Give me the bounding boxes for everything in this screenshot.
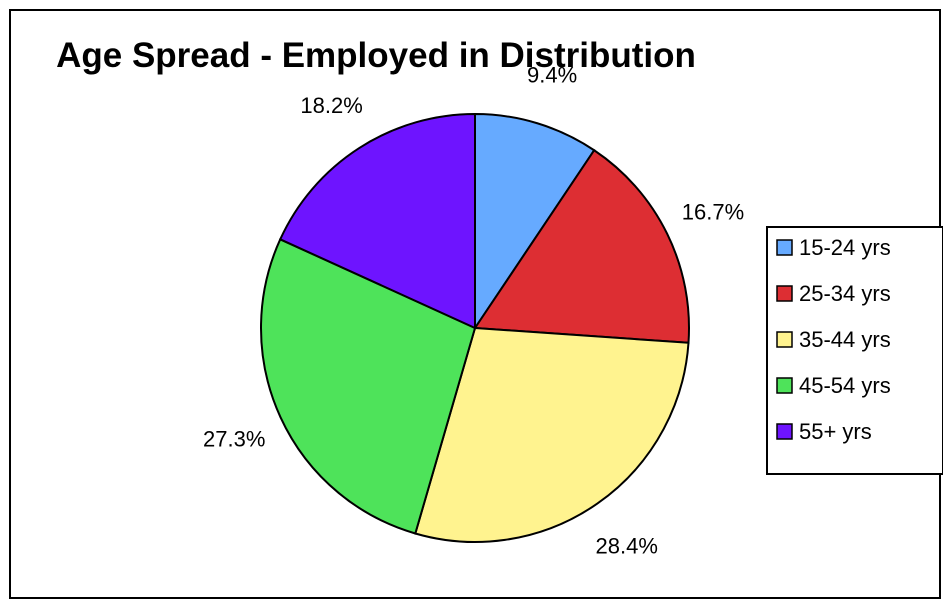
- legend-swatch: [776, 377, 793, 394]
- legend-label: 25-34 yrs: [799, 281, 891, 306]
- pie-slice-15-24-yrs: [474, 112, 596, 332]
- pie-percent-label: 28.4%: [596, 533, 658, 558]
- legend: 15-24 yrs 25-34 yrs 35-44 yrs 45-54 yrs 55+ …: [766, 226, 943, 475]
- chart-title: Age Spread - Employed in Distribution: [56, 36, 696, 75]
- pie-percent-labels: 9.4% 16.7% 28.4% 27.3% 18.2%: [203, 63, 744, 559]
- legend-swatch: [776, 331, 793, 348]
- pie-slice-45-54-yrs: [260, 237, 477, 535]
- legend-swatch: [776, 423, 793, 440]
- pie-slice-25-34-yrs: [473, 148, 690, 344]
- legend-label: 35-44 yrs: [799, 327, 891, 352]
- pie-slice-35-44-yrs: [414, 326, 690, 543]
- legend-swatch: [776, 239, 793, 256]
- legend-box: [766, 226, 943, 475]
- chart-area: Age Spread - Employed in Distribution 9.…: [9, 9, 943, 599]
- pie-percent-label: 27.3%: [203, 427, 265, 452]
- legend-label: 45-54 yrs: [799, 373, 891, 398]
- pie-slices: [260, 112, 690, 543]
- legend-label: 15-24 yrs: [799, 235, 891, 260]
- pie-percent-label: 16.7%: [682, 199, 744, 224]
- legend-swatch: [776, 285, 793, 302]
- pie-slice-55-yrs: [278, 112, 476, 330]
- legend-items: 15-24 yrs 25-34 yrs 35-44 yrs 45-54 yrs 55+ …: [776, 235, 891, 444]
- pie-chart: Age Spread - Employed in Distribution 9.…: [56, 36, 943, 559]
- pie-percent-label: 18.2%: [300, 93, 362, 118]
- pie-percent-label: 9.4%: [527, 63, 577, 88]
- legend-label: 55+ yrs: [799, 419, 872, 444]
